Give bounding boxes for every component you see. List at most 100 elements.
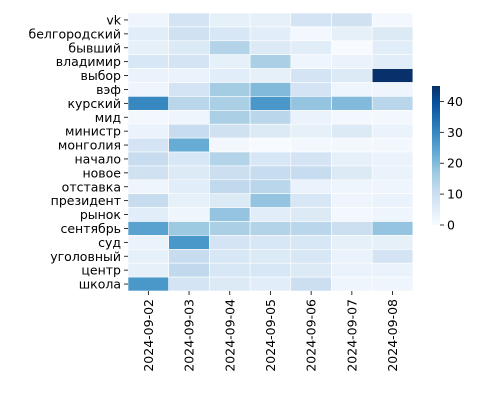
heatmap-cell (127, 96, 170, 111)
heatmap-cell (331, 165, 373, 181)
y-tick-label: владимир (56, 54, 121, 69)
heatmap-cell (331, 193, 373, 208)
heatmap-cell (249, 207, 292, 222)
heatmap-cell (331, 12, 373, 28)
heatmap-cell (168, 179, 210, 195)
heatmap-cell (168, 96, 210, 111)
colorbar-tick-label: 0 (447, 218, 455, 233)
colorbar-tick-label: 30 (447, 125, 463, 140)
heatmap-cell (331, 40, 373, 55)
heatmap-cell (249, 12, 292, 28)
colorbar-tick-label: 40 (447, 94, 463, 109)
heatmap-cell (290, 123, 332, 139)
heatmap-cell (127, 12, 170, 28)
heatmap-cell (209, 96, 251, 111)
heatmap-cell (371, 40, 414, 55)
heatmap-cell (127, 40, 170, 55)
heatmap-cell (331, 235, 373, 250)
colorbar: 0 10 20 30 40 (432, 86, 463, 233)
heatmap-cell (290, 179, 332, 195)
heatmap-cell (209, 221, 251, 236)
x-tick-label: 2024-09-03 (182, 299, 197, 372)
y-tick-label: отставка (62, 179, 121, 194)
heatmap-cell (249, 249, 292, 264)
heatmap-cell (290, 193, 332, 208)
heatmap-cell (371, 82, 414, 97)
heatmap-cell (168, 137, 210, 153)
y-tick-label: бывший (68, 40, 121, 55)
heatmap-cell (249, 82, 292, 97)
x-tick-label: 2024-09-08 (385, 299, 400, 372)
heatmap-cell (209, 40, 251, 55)
heatmap-cell (209, 207, 251, 222)
heatmap-cell (249, 68, 292, 83)
heatmap-cell (290, 96, 332, 111)
heatmap-cell (209, 12, 251, 28)
y-tick-label: сентябрь (60, 221, 121, 236)
heatmap-cell (168, 235, 210, 250)
heatmap-cell (209, 235, 251, 250)
heatmap-cell (331, 249, 373, 264)
heatmap-cell (209, 26, 251, 42)
y-tick-label: президент (51, 193, 121, 208)
heatmap-cell (371, 54, 414, 69)
heatmap-cell (168, 151, 210, 167)
heatmap-cell (168, 262, 210, 278)
colorbar-gradient (432, 86, 440, 225)
heatmap-cell (371, 12, 414, 28)
y-tick-label: монголия (58, 138, 121, 153)
heatmap-cell (290, 68, 332, 83)
heatmap-cell (290, 54, 332, 69)
heatmap-cell (127, 262, 170, 278)
heatmap-cell (168, 193, 210, 208)
y-tick-label: рынок (80, 207, 122, 222)
heatmap-cell (127, 68, 170, 83)
heatmap-cell (290, 40, 332, 55)
heatmap-cell (209, 54, 251, 69)
heatmap-cell (249, 123, 292, 139)
heatmap-cell (168, 123, 210, 139)
heatmap-cell (127, 235, 170, 250)
heatmap-cell (249, 137, 292, 153)
heatmap-cell (127, 179, 170, 195)
heatmap-cell (168, 68, 210, 83)
x-tick-label: 2024-09-05 (263, 299, 278, 372)
heatmap-cell (127, 276, 170, 292)
heatmap-cell (127, 82, 170, 97)
heatmap-cell (168, 276, 210, 292)
heatmap-cell (127, 221, 170, 236)
heatmap-cell (249, 221, 292, 236)
heatmap-cell (371, 110, 414, 125)
heatmap-cell (371, 221, 414, 236)
heatmap-cell (290, 110, 332, 125)
heatmap-cell (127, 137, 170, 153)
y-tick-label: центр (81, 263, 121, 278)
heatmap-cell (209, 179, 251, 195)
heatmap-cell (209, 262, 251, 278)
heatmap-cell (331, 262, 373, 278)
y-tick-label: мид (95, 110, 121, 125)
y-tick-label: выбор (80, 68, 121, 83)
heatmap-cell (331, 110, 373, 125)
heatmap-cell (127, 123, 170, 139)
heatmap-cell (249, 165, 292, 181)
x-axis-labels: 2024-09-02 2024-09-03 2024-09-04 2024-09-05… (141, 291, 400, 372)
heatmap-cell (371, 249, 414, 264)
heatmap-cell (249, 235, 292, 250)
heatmap-cell (168, 26, 210, 42)
y-tick-label: белгородский (29, 26, 122, 41)
colorbar-tick-label: 10 (447, 187, 463, 202)
heatmap-cell (290, 151, 332, 167)
colorbar-tick-label: 20 (447, 156, 463, 171)
heatmap-cell (290, 249, 332, 264)
heatmap-cells (127, 12, 414, 292)
heatmap-cell (290, 12, 332, 28)
heatmap-cell (127, 110, 170, 125)
y-axis-labels: vkбелгородскийбывшийвладимирвыборвэфкурс… (29, 12, 128, 292)
heatmap-cell (371, 151, 414, 167)
heatmap-cell (209, 151, 251, 167)
heatmap-cell (168, 40, 210, 55)
y-tick-label: уголовный (50, 249, 121, 264)
heatmap-cell (209, 123, 251, 139)
heatmap-cell (249, 193, 292, 208)
